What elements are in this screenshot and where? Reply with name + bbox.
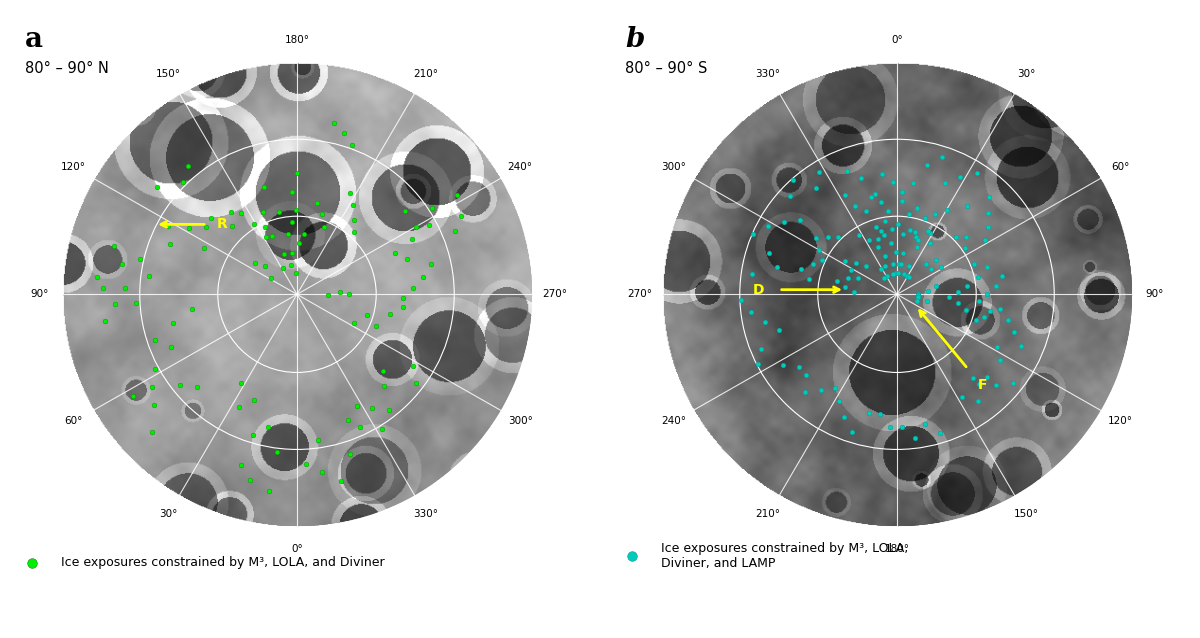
Text: 120°: 120° — [1108, 417, 1133, 426]
Text: 30°: 30° — [158, 510, 178, 519]
Text: 80° – 90° N: 80° – 90° N — [25, 61, 109, 76]
Text: 270°: 270° — [626, 290, 652, 299]
Text: 180°: 180° — [884, 544, 910, 554]
Text: a: a — [25, 26, 43, 53]
Text: 210°: 210° — [413, 69, 438, 79]
Text: 330°: 330° — [413, 510, 438, 519]
Text: Ice exposures constrained by M³, LOLA, and Diviner: Ice exposures constrained by M³, LOLA, a… — [60, 556, 384, 569]
Text: D: D — [754, 283, 764, 297]
Text: F: F — [977, 378, 986, 392]
Text: 300°: 300° — [661, 162, 686, 172]
Text: 180°: 180° — [284, 35, 310, 45]
Text: 240°: 240° — [508, 162, 533, 172]
Text: 80° – 90° S: 80° – 90° S — [625, 61, 708, 76]
Text: 0°: 0° — [292, 544, 302, 554]
Text: 210°: 210° — [756, 510, 781, 519]
Text: 300°: 300° — [508, 417, 533, 426]
Text: 270°: 270° — [542, 290, 568, 299]
Text: 150°: 150° — [156, 69, 181, 79]
Text: 150°: 150° — [1013, 510, 1038, 519]
Text: 30°: 30° — [1016, 69, 1036, 79]
Text: 0°: 0° — [892, 35, 902, 45]
Text: 90°: 90° — [30, 290, 48, 299]
Text: 90°: 90° — [1146, 290, 1164, 299]
Text: 60°: 60° — [1111, 162, 1129, 172]
Text: R: R — [217, 218, 227, 232]
Text: b: b — [625, 26, 644, 53]
Text: 120°: 120° — [61, 162, 86, 172]
Text: Ice exposures constrained by M³, LOLA,
Diviner, and LAMP: Ice exposures constrained by M³, LOLA, D… — [660, 542, 908, 570]
Text: 60°: 60° — [65, 417, 83, 426]
Text: 330°: 330° — [756, 69, 781, 79]
Text: 240°: 240° — [661, 417, 686, 426]
